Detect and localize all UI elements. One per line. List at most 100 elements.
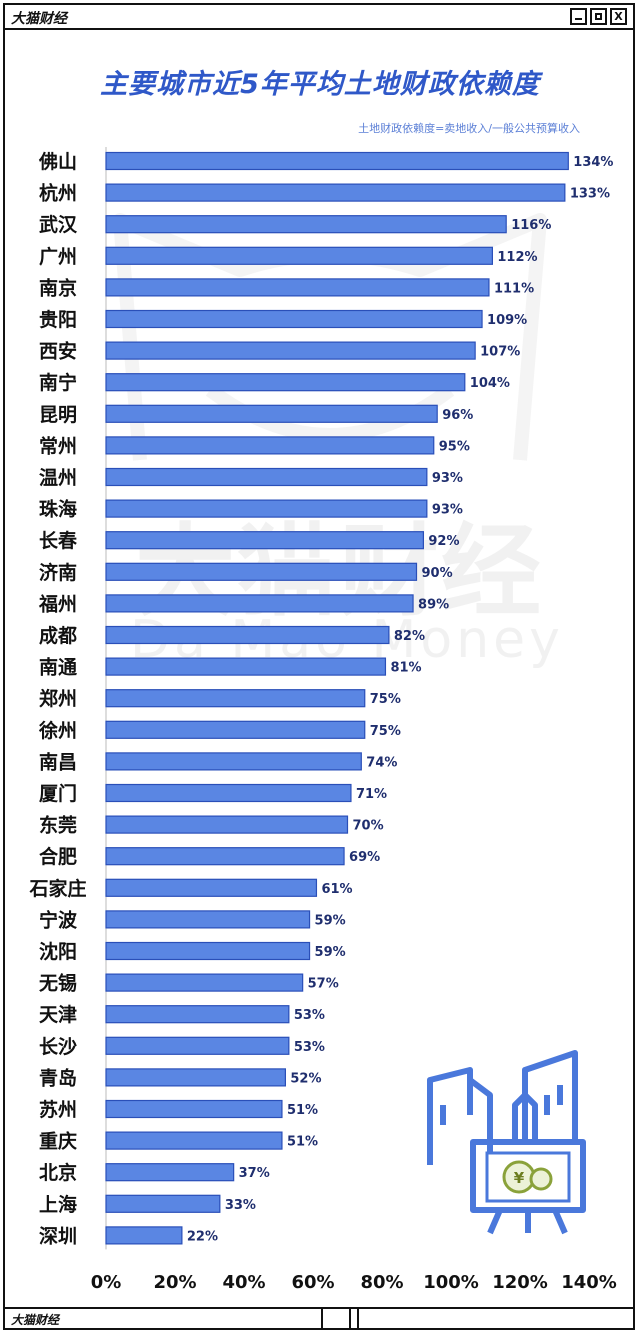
x-tick-label: 140% — [561, 1272, 617, 1293]
bar — [105, 436, 435, 455]
x-tick-label: 40% — [222, 1272, 265, 1293]
x-tick-label: 80% — [360, 1272, 403, 1293]
category-label: 济南 — [39, 561, 77, 584]
bar-chart: 佛山 134% 杭州 133% 武汉 116% 广州 112% 南京 111% 贵阳 109% 西安 10… — [28, 147, 617, 1293]
category-label: 南通 — [39, 657, 78, 679]
bar — [105, 878, 318, 897]
category-label: 成都 — [39, 624, 77, 647]
x-tick-label: 20% — [153, 1272, 196, 1293]
value-label: 116% — [511, 218, 551, 233]
bar — [105, 1194, 221, 1213]
bar — [105, 467, 428, 487]
value-label: 93% — [432, 471, 463, 486]
close-icon[interactable]: X — [610, 8, 627, 25]
category-label: 温州 — [39, 467, 77, 489]
bar — [105, 215, 507, 234]
category-label: 贵阳 — [39, 309, 77, 331]
bar — [105, 657, 387, 676]
value-label: 133% — [570, 187, 610, 202]
category-label: 广州 — [39, 245, 77, 268]
bar — [105, 499, 428, 518]
value-label: 53% — [294, 1040, 325, 1055]
chart-subtitle: 土地财政依赖度=卖地收入/一般公共预算收入 — [358, 122, 580, 135]
chart-title: 主要城市近5年平均土地财政依赖度 — [100, 69, 540, 100]
footer-box — [321, 1309, 351, 1328]
value-label: 89% — [418, 597, 449, 612]
value-label: 75% — [370, 724, 401, 739]
bar — [105, 531, 424, 550]
bar — [105, 910, 311, 929]
x-tick-label: 0% — [91, 1272, 122, 1293]
title-bar: 大猫财经 X — [3, 3, 635, 30]
category-label: 珠海 — [39, 498, 77, 521]
category-label: 长沙 — [39, 1036, 77, 1058]
category-label: 常州 — [39, 434, 77, 457]
category-label: 沈阳 — [39, 940, 77, 963]
category-label: 石家庄 — [28, 877, 86, 900]
bar — [105, 309, 483, 329]
bar — [105, 720, 366, 739]
category-label: 杭州 — [39, 182, 77, 205]
value-label: 70% — [353, 819, 384, 834]
bar — [105, 1226, 183, 1245]
value-label: 95% — [439, 439, 470, 454]
minimize-icon[interactable] — [570, 8, 587, 25]
bar — [105, 1068, 286, 1087]
footer-bar: 大猫财经 — [3, 1307, 635, 1330]
bar — [105, 941, 311, 961]
category-label: 天津 — [39, 1003, 77, 1026]
bar — [105, 562, 418, 581]
bar — [105, 847, 345, 866]
category-label: 西安 — [39, 340, 77, 363]
bar — [105, 1036, 290, 1055]
value-label: 92% — [428, 534, 459, 549]
category-label: 长春 — [39, 529, 77, 552]
category-label: 青岛 — [39, 1066, 77, 1089]
footer-box-wide — [357, 1309, 633, 1328]
value-label: 37% — [239, 1166, 270, 1181]
bar — [105, 1099, 283, 1119]
bar — [105, 783, 352, 803]
value-label: 33% — [225, 1198, 256, 1213]
value-label: 93% — [432, 503, 463, 518]
category-label: 北京 — [39, 1161, 77, 1184]
value-label: 96% — [442, 408, 473, 423]
category-label: 重庆 — [39, 1130, 77, 1153]
value-label: 134% — [573, 155, 613, 170]
bar — [105, 594, 414, 613]
category-label: 南昌 — [39, 751, 77, 773]
category-label: 深圳 — [39, 1224, 77, 1247]
value-label: 112% — [497, 250, 537, 265]
bar — [105, 815, 349, 834]
value-label: 53% — [294, 1008, 325, 1023]
footer-brand: 大猫财经 — [11, 1313, 60, 1327]
maximize-icon[interactable] — [590, 8, 607, 25]
bar — [105, 151, 569, 171]
category-label: 武汉 — [39, 214, 78, 236]
category-label: 东莞 — [39, 814, 77, 837]
value-label: 71% — [356, 787, 387, 802]
window-brand: 大猫财经 — [11, 11, 67, 27]
value-label: 107% — [480, 345, 520, 360]
bar — [105, 1005, 290, 1024]
window-controls: X — [570, 8, 627, 25]
value-label: 22% — [187, 1229, 218, 1244]
value-label: 111% — [494, 281, 534, 296]
category-label: 佛山 — [38, 150, 77, 173]
value-label: 82% — [394, 629, 425, 644]
value-label: 104% — [470, 376, 510, 391]
bar — [105, 1131, 283, 1150]
category-label: 苏州 — [39, 1098, 77, 1121]
value-label: 90% — [422, 566, 453, 581]
city-money-illustration-icon: ¥ — [427, 1050, 586, 1235]
value-label: 52% — [290, 1071, 321, 1086]
category-label: 合肥 — [39, 845, 77, 868]
x-tick-label: 120% — [492, 1272, 548, 1293]
category-label: 无锡 — [39, 972, 77, 995]
bar — [105, 373, 466, 392]
bar — [105, 341, 476, 360]
value-label: 109% — [487, 313, 527, 328]
category-label: 厦门 — [39, 782, 77, 805]
bar — [105, 973, 304, 992]
bar — [105, 1163, 235, 1182]
